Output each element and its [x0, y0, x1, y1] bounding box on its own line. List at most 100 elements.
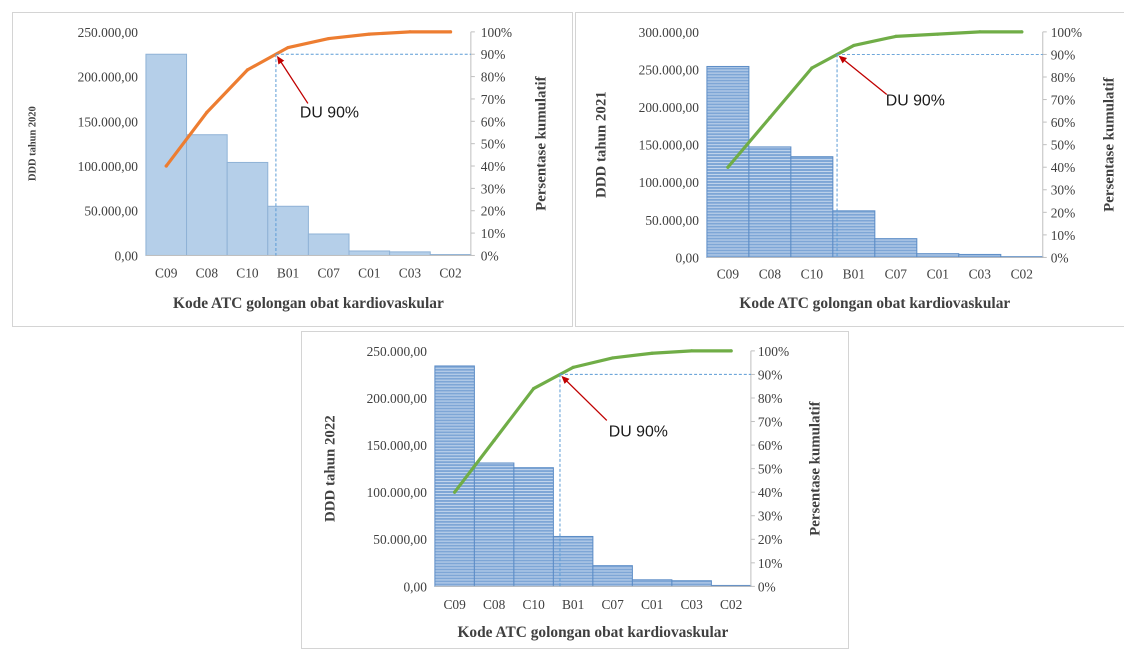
y2-tick-label: 90%: [758, 367, 783, 382]
cumulative-point-C07: [611, 356, 615, 360]
y-tick-label: 0,00: [403, 579, 427, 594]
y2-tick-label: 30%: [1051, 183, 1076, 198]
annotation-du90: DU 90%: [609, 423, 668, 440]
x-tick-label: C08: [196, 265, 219, 280]
y2-tick-label: 50%: [1051, 138, 1076, 153]
chart-panel-2020: 0,00 50.000,00 100.000,00 150.000,00 200.000…: [12, 12, 573, 327]
chart-panel-2021: 0,00 50.000,00 100.000,00 150.000,00 200.000…: [575, 12, 1124, 327]
y-tick-label: 250.000,00: [639, 62, 700, 77]
y2-axis-title: Persentase kumulatif: [533, 75, 549, 210]
y2-tick-label: 90%: [1051, 47, 1076, 62]
x-tick-label: C07: [885, 266, 908, 281]
annotation-arrow-head: [561, 375, 570, 384]
y2-tick-label: 40%: [758, 485, 783, 500]
bar-C01: [348, 250, 391, 256]
y2-tick-label: 10%: [481, 226, 506, 241]
bar-C10: [790, 156, 834, 258]
bar-C08: [473, 462, 515, 587]
x-tick-label: C09: [717, 266, 740, 281]
x-tick-label: C01: [358, 265, 380, 280]
y2-tick-label: 100%: [758, 344, 789, 359]
y2-axis-title: Persentase kumulatif: [807, 400, 823, 535]
x-tick-label: C03: [969, 266, 992, 281]
x-tick-label: B01: [843, 266, 865, 281]
cumulative-point-C01: [650, 351, 654, 355]
cumulative-point-B01: [286, 45, 290, 50]
y2-tick-label: 80%: [1051, 70, 1076, 85]
cumulative-point-C09: [164, 164, 168, 168]
cumulative-point-C10: [532, 386, 536, 391]
y-axis-title: DDD tahun 2022: [323, 415, 339, 522]
x-tick-label: C08: [759, 266, 782, 281]
cumulative-point-C07: [327, 36, 331, 41]
y-tick-label: 250.000,00: [367, 344, 428, 359]
pareto-chart-2021: 0,00 50.000,00 100.000,00 150.000,00 200.000…: [594, 25, 1118, 312]
cumulative-line: [726, 30, 1024, 169]
y2-tick-label: 70%: [1051, 93, 1076, 108]
x-tick-label: C01: [641, 597, 663, 612]
cumulative-point-C03: [408, 30, 412, 34]
chart-panel-2022: 0,00 50.000,00 100.000,00 150.000,00 200.000…: [301, 331, 849, 649]
x-tick-label: C07: [601, 597, 624, 612]
annotation-arrow-shaft: [279, 60, 309, 104]
x-tick-label: C07: [318, 265, 341, 280]
bar-C03: [671, 580, 712, 587]
y-axis-title: DDD tahun 2020: [28, 106, 39, 181]
cumulative-point-C09: [726, 165, 730, 169]
y2-tick-label: 10%: [758, 556, 783, 571]
x-tick-label: C01: [927, 266, 949, 281]
bar-C08: [748, 146, 792, 258]
cumulative-point-C02: [729, 349, 733, 353]
cumulative-point-C10: [245, 68, 250, 72]
y2-tick-label: 100%: [481, 25, 512, 40]
cumulative-point-C02: [448, 30, 453, 34]
x-axis-title: Kode ATC golongan obat kardiovaskular: [457, 624, 728, 641]
y2-tick-label: 20%: [1051, 205, 1076, 220]
cumulative-point-C01: [367, 32, 371, 36]
cumulative-point-C02: [1020, 30, 1024, 34]
pareto-chart-2022: 0,00 50.000,00 100.000,00 150.000,00 200.000…: [323, 344, 824, 641]
cumulative-point-C08: [205, 110, 209, 114]
y-tick-label: 50.000,00: [645, 213, 699, 228]
y-tick-label: 0,00: [675, 250, 699, 265]
y2-tick-label: 40%: [1051, 160, 1076, 175]
bar-C10: [226, 161, 269, 256]
y2-tick-label: 80%: [481, 70, 506, 85]
y2-tick-label: 20%: [481, 204, 506, 219]
x-tick-label: C10: [236, 265, 259, 280]
x-tick-label: C02: [720, 597, 742, 612]
y2-tick-label: 10%: [1051, 228, 1076, 243]
y2-tick-label: 40%: [481, 159, 506, 174]
bar-C07: [592, 565, 633, 587]
y-tick-label: 150.000,00: [367, 438, 428, 453]
y2-tick-label: 20%: [758, 532, 783, 547]
y-tick-label: 50.000,00: [84, 204, 138, 219]
cumulative-point-C08: [492, 438, 496, 442]
bar-C09: [145, 53, 188, 256]
y-tick-label: 150.000,00: [78, 114, 139, 129]
cumulative-line: [453, 349, 733, 494]
y2-tick-label: 30%: [481, 181, 506, 196]
y-tick-label: 100.000,00: [78, 159, 139, 174]
x-axis-title: Kode ATC golongan obat kardiovaskular: [739, 295, 1010, 312]
y2-axis-title: Persentase kumulatif: [1101, 76, 1117, 211]
y2-tick-label: 0%: [1051, 250, 1069, 265]
y2-tick-label: 100%: [1051, 25, 1082, 40]
annotation-du90: DU 90%: [300, 104, 359, 121]
annotation-arrow-head: [838, 55, 847, 64]
cumulative-point-C08: [768, 116, 772, 120]
y-tick-label: 200.000,00: [367, 391, 428, 406]
x-tick-label: B01: [277, 265, 299, 280]
x-tick-label: C09: [443, 597, 466, 612]
y-tick-label: 300.000,00: [639, 25, 700, 40]
y-tick-label: 50.000,00: [373, 532, 427, 547]
y2-tick-label: 90%: [481, 47, 506, 62]
x-tick-label: C03: [680, 597, 703, 612]
y-tick-label: 100.000,00: [639, 175, 700, 190]
y-tick-label: 100.000,00: [367, 485, 428, 500]
y-tick-label: 150.000,00: [639, 138, 700, 153]
bar-C09: [706, 65, 750, 258]
x-tick-label: C02: [1011, 266, 1033, 281]
y-tick-label: 200.000,00: [78, 70, 139, 85]
y2-tick-label: 30%: [758, 509, 783, 524]
